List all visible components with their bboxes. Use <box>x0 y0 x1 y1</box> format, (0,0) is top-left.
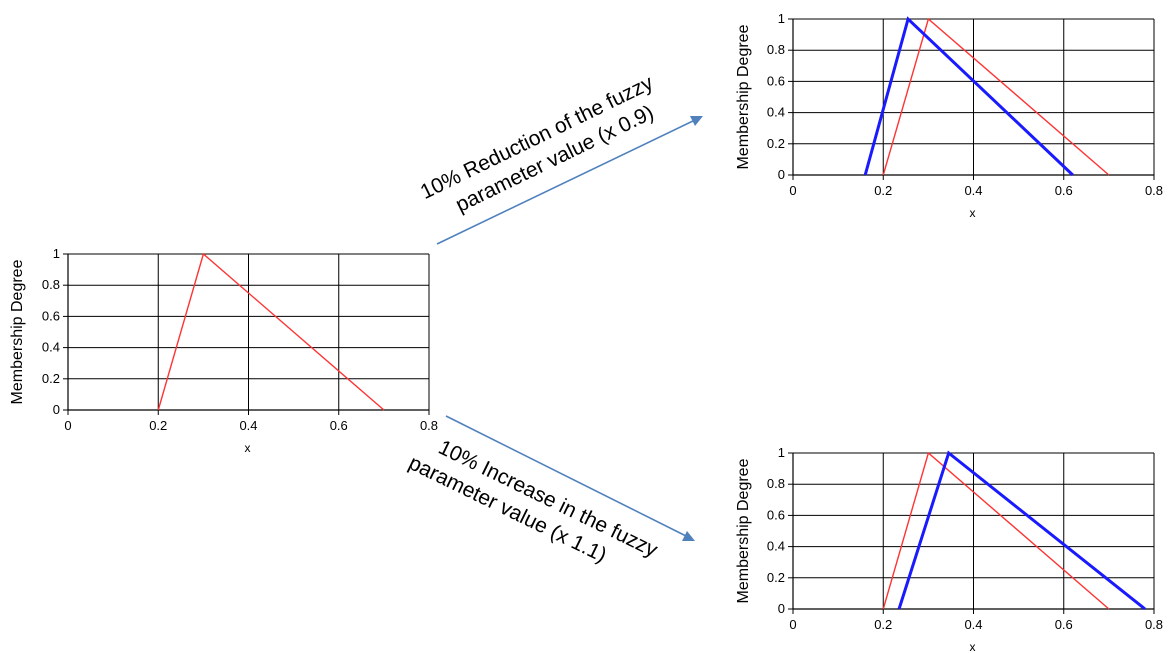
reduction-arrow-line <box>436 119 696 245</box>
y-tick-label: 0.6 <box>767 507 785 522</box>
reduction-annotation: 10% Reduction of the fuzzy parameter val… <box>417 71 703 245</box>
increase-arrow-line <box>445 415 687 537</box>
y-tick-label: 0.6 <box>42 308 60 323</box>
x-axis-title: x <box>245 441 251 455</box>
y-tick-label: 0.4 <box>767 539 785 554</box>
y-axis-title: Membership Degree <box>735 458 752 603</box>
y-tick-label: 0.2 <box>767 136 785 151</box>
x-tick-label: 0 <box>64 418 71 433</box>
y-tick-label: 0.8 <box>767 42 785 57</box>
x-tick-label: 0 <box>789 183 796 198</box>
x-tick-label: 0.2 <box>149 418 167 433</box>
x-tick-label: 0 <box>789 617 796 632</box>
y-tick-label: 0.4 <box>767 105 785 120</box>
y-tick-label: 1 <box>53 246 60 261</box>
x-tick-label: 0.4 <box>239 418 257 433</box>
x-tick-label: 0.4 <box>964 183 982 198</box>
reduction-arrow-head <box>690 116 703 126</box>
y-axis-title: Membership Degree <box>735 24 752 169</box>
x-axis-title: x <box>970 206 976 220</box>
series-line-original <box>157 252 385 411</box>
increase-annotation: 10% Increase in the fuzzy parameter valu… <box>405 415 695 567</box>
x-tick-label: 0.6 <box>330 418 348 433</box>
x-tick-label: 0.8 <box>420 418 438 433</box>
y-tick-label: 0.8 <box>42 277 60 292</box>
x-tick-label: 0.2 <box>874 617 892 632</box>
y-tick-label: 0.2 <box>42 371 60 386</box>
increase-arrow-head <box>682 531 695 541</box>
series-line-modified <box>897 450 1146 611</box>
y-tick-label: 0 <box>778 601 785 616</box>
chart-original: 0 0.2 0.4 0.6 0.8 1 0 0.2 0.4 0.6 0.8 x Membership D… <box>9 246 438 455</box>
x-axis-title: x <box>970 640 976 653</box>
y-tick-label: 0 <box>53 402 60 417</box>
y-tick-label: 0.2 <box>767 570 785 585</box>
x-tick-label: 0.8 <box>1145 617 1163 632</box>
series-line-original <box>882 17 1110 176</box>
x-tick-label: 0.6 <box>1055 617 1073 632</box>
y-tick-label: 0 <box>778 167 785 182</box>
y-tick-label: 0.8 <box>767 476 785 491</box>
y-tick-label: 1 <box>778 11 785 26</box>
chart-increased: 0 0.2 0.4 0.6 0.8 1 0 0.2 0.4 0.6 0.8 x Membership D… <box>735 445 1163 653</box>
series-line-modified <box>863 16 1074 177</box>
y-tick-label: 1 <box>778 445 785 460</box>
y-tick-label: 0.6 <box>767 73 785 88</box>
x-tick-label: 0.8 <box>1145 183 1163 198</box>
x-tick-label: 0.2 <box>874 183 892 198</box>
y-tick-label: 0.4 <box>42 340 60 355</box>
chart-reduced: 0 0.2 0.4 0.6 0.8 1 0 0.2 0.4 0.6 0.8 x Membership D… <box>735 11 1163 220</box>
series-line-original <box>882 451 1110 610</box>
y-axis-title: Membership Degree <box>9 259 26 404</box>
x-tick-label: 0.4 <box>964 617 982 632</box>
x-tick-label: 0.6 <box>1055 183 1073 198</box>
